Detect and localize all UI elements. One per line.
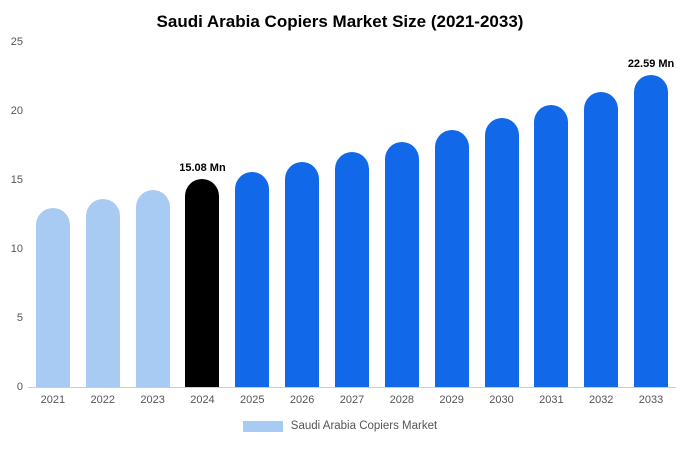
bar	[235, 171, 270, 387]
y-tick-label: 10	[10, 243, 23, 255]
bar-column: 15.08 Mn	[178, 42, 228, 387]
bar-value-label: 15.08 Mn	[179, 161, 226, 174]
y-tick-label: 5	[16, 312, 23, 324]
bar-column	[427, 42, 477, 387]
x-tick-label: 2030	[489, 394, 514, 406]
bar	[285, 162, 320, 387]
y-axis: 0 5 10 15 20 25	[2, 36, 28, 393]
y-tick-label: 20	[10, 105, 23, 117]
bar-value-label: 22.59 Mn	[627, 58, 675, 71]
bar	[634, 75, 669, 387]
x-tick-label: 2029	[439, 394, 464, 406]
legend-label: Saudi Arabia Copiers Market	[290, 420, 438, 432]
bar	[384, 142, 419, 387]
y-tick-label: 0	[16, 381, 23, 393]
x-tick-label: 2033	[638, 394, 664, 406]
bar	[484, 117, 519, 387]
x-tick-label: 2025	[240, 394, 265, 406]
legend-swatch-icon	[242, 420, 283, 432]
bar-column	[227, 42, 277, 387]
y-tick-label: 15	[10, 174, 23, 186]
plot-area: 15.08 Mn 22.59 Mn	[28, 42, 676, 388]
bars-group: 15.08 Mn 22.59 Mn	[28, 42, 676, 387]
x-tick-label: 2031	[539, 394, 564, 406]
bar-column	[526, 42, 576, 387]
x-tick-label: 2023	[140, 394, 165, 406]
chart-title: Saudi Arabia Copiers Market Size (2021-2…	[156, 12, 524, 31]
chart-body: 0 5 10 15 20 25 15.08 Mn 22.59 Mn	[2, 36, 676, 393]
legend: Saudi Arabia Copiers Market	[0, 420, 680, 432]
bar	[85, 198, 120, 387]
x-tick-label: 2026	[289, 394, 315, 406]
x-tick-label: 2028	[389, 394, 415, 406]
bar	[334, 152, 369, 387]
x-tick-label: 2032	[588, 394, 614, 406]
x-tick-label: 2027	[339, 394, 365, 406]
bar	[584, 92, 619, 387]
bar	[35, 208, 70, 387]
bar	[434, 130, 469, 387]
bar-column	[277, 42, 327, 387]
bar	[185, 178, 220, 387]
x-tick-label: 2024	[190, 394, 215, 406]
bar-column	[377, 42, 427, 387]
bar	[135, 190, 170, 387]
bar-column	[477, 42, 527, 387]
x-tick-label: 2022	[90, 394, 115, 406]
bar-column	[78, 42, 128, 387]
bar-column	[128, 42, 178, 387]
bar-column	[576, 42, 626, 387]
bar-column	[327, 42, 377, 387]
bar-column: 22.59 Mn	[626, 42, 676, 387]
y-tick-label: 25	[10, 36, 23, 48]
bar	[534, 104, 569, 387]
bar-column	[28, 42, 78, 387]
x-tick-label: 2021	[40, 394, 66, 406]
x-axis: 2021 2022 2023 2024 2025 2026 2027 2028 2029 2030…	[28, 388, 676, 406]
